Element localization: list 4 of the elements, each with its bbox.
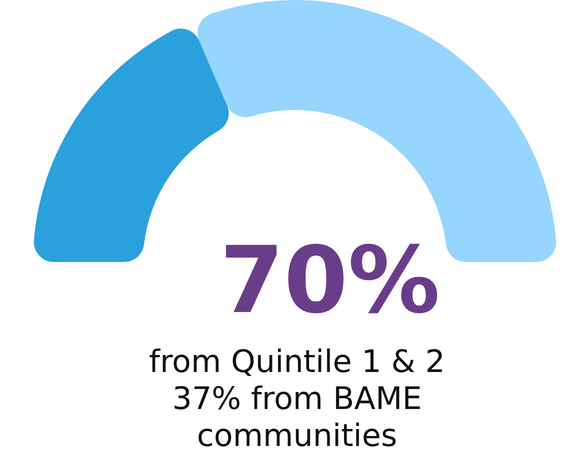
text: 70% bbox=[220, 227, 440, 334]
text: from Quintile 1 & 2 bbox=[149, 344, 445, 380]
text: communities bbox=[196, 418, 398, 454]
text: 37% from BAME bbox=[172, 381, 422, 417]
